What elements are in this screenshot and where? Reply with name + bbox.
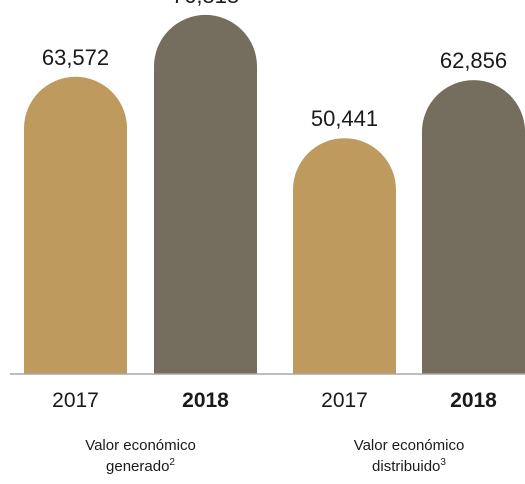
tick-label-g1-2018: 2018 [182, 389, 229, 412]
data-label-g1-2017: 63,572 [42, 45, 109, 70]
data-label-g1-2018: 76,818 [172, 0, 239, 8]
tick-label-g1-2017: 2017 [52, 389, 99, 412]
bar-g2-2017 [293, 138, 396, 374]
bar-g2-2018 [422, 80, 525, 374]
tick-label-g2-2017: 2017 [321, 389, 368, 412]
footnote-marker-g1: 2 [169, 457, 175, 468]
category-label-g1-line2: generado2 [106, 457, 175, 475]
category-label-g1-line1: Valor económico [85, 437, 196, 454]
footnote-marker-g2: 3 [440, 457, 446, 468]
category-label-g1-text: generado [106, 458, 169, 475]
category-label-g2-line1: Valor económico [354, 437, 465, 454]
bar-g1-2017 [24, 76, 127, 374]
category-label-g2-text: distribuido [372, 458, 440, 475]
data-label-g2-2017: 50,441 [311, 106, 378, 131]
tick-label-g2-2018: 2018 [450, 389, 497, 412]
data-label-g2-2018: 62,856 [440, 48, 507, 73]
bar-g1-2018 [154, 14, 257, 374]
category-label-g2-line2: distribuido3 [372, 457, 446, 475]
